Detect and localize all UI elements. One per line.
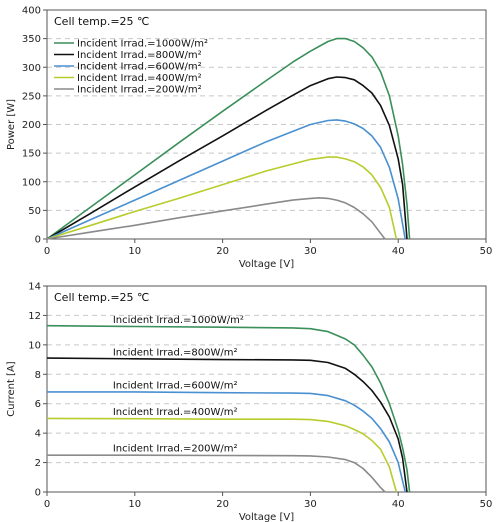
cell-temperature-label: Cell temp.=25 ℃ — [54, 15, 149, 28]
legend-entry: Incident Irrad.=800W/m² — [77, 50, 202, 61]
y-axis-title: Current [A] — [6, 361, 17, 416]
y-tick-label: 250 — [22, 91, 41, 102]
series-line — [46, 417, 398, 493]
plot-frame — [46, 285, 487, 493]
y-tick-label: 4 — [35, 429, 41, 440]
y-tick-label: 14 — [28, 282, 41, 293]
y-tick-label: 300 — [22, 63, 41, 74]
series-label: Incident Irrad.=600W/m² — [113, 381, 238, 392]
y-tick-label: 8 — [35, 370, 41, 381]
y-tick-label: 6 — [35, 399, 41, 410]
x-tick-label: 40 — [392, 246, 405, 257]
x-tick-label: 50 — [480, 246, 493, 257]
series-line — [47, 454, 386, 493]
x-tick-label: 20 — [216, 246, 229, 257]
legend-entry: Incident Irrad.=200W/m² — [77, 85, 202, 96]
cell-temperature-label: Cell temp.=25 ℃ — [54, 291, 149, 304]
y-tick-label: 2 — [35, 458, 41, 469]
power-voltage-chart: 0 50 100 150 200 250 300 350 400 0 10 20 30 40 50 Volta… — [6, 6, 493, 271]
series-label: Incident Irrad.=400W/m² — [113, 407, 238, 418]
y-tick-label: 0 — [35, 488, 41, 499]
legend-entry: Incident Irrad.=400W/m² — [77, 73, 202, 84]
series-line — [46, 37, 411, 240]
x-tick-label: 30 — [304, 246, 317, 257]
x-tick-label: 10 — [128, 246, 141, 257]
y-tick-label: 10 — [28, 340, 41, 351]
series-line — [46, 197, 386, 240]
x-axis-title: Voltage [V] — [239, 259, 294, 270]
x-tick-label: 20 — [216, 499, 229, 510]
y-tick-label: 150 — [22, 149, 41, 160]
series-label: Incident Irrad.=200W/m² — [113, 444, 238, 455]
current-voltage-chart: 0 2 4 6 8 10 12 14 0 10 20 30 40 50 Voltage [V] Current… — [6, 282, 493, 522]
series-line — [46, 324, 411, 493]
y-tick-label: 100 — [22, 177, 41, 188]
y-tick-label: 350 — [22, 34, 41, 45]
x-axis-title: Voltage [V] — [239, 512, 294, 522]
legend-entry: Incident Irrad.=1000W/m² — [77, 39, 208, 50]
series-line — [47, 391, 406, 493]
y-tick-label: 12 — [28, 311, 41, 322]
x-tick-label: 30 — [304, 499, 317, 510]
x-tick-label: 10 — [128, 499, 141, 510]
y-axis-title: Power [W] — [6, 99, 17, 150]
x-tick-label: 40 — [392, 499, 405, 510]
series-line — [46, 119, 406, 240]
x-tick-label: 50 — [480, 499, 493, 510]
y-tick-label: 200 — [22, 120, 41, 131]
series-line — [46, 357, 408, 493]
series-line — [46, 76, 408, 240]
x-tick-label: 0 — [44, 499, 50, 510]
y-tick-label: 400 — [22, 6, 41, 17]
legend-entry: Incident Irrad.=600W/m² — [77, 62, 202, 73]
series-line — [46, 156, 398, 240]
series-label: Incident Irrad.=1000W/m² — [113, 315, 244, 326]
y-tick-label: 0 — [35, 235, 41, 246]
series-label: Incident Irrad.=800W/m² — [113, 348, 238, 359]
y-tick-label: 50 — [28, 206, 41, 217]
x-tick-label: 0 — [44, 246, 50, 257]
